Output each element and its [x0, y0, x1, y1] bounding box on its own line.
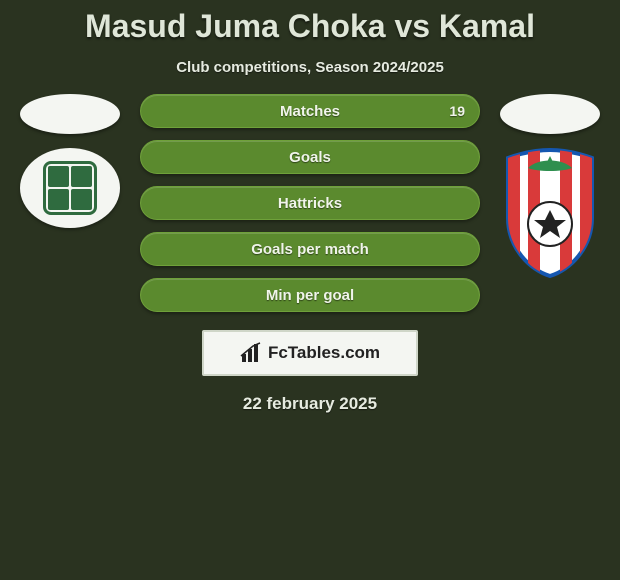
stat-row-goals: Goals	[140, 140, 480, 174]
comparison-layout: Matches 19 Goals Hattricks Goals per mat…	[0, 94, 620, 312]
stat-label: Min per goal	[141, 287, 479, 304]
player-left-avatar	[20, 94, 120, 134]
stat-row-goals-per-match: Goals per match	[140, 232, 480, 266]
player-right-avatar	[500, 94, 600, 134]
club-right-logo	[500, 148, 600, 278]
crest-icon	[43, 161, 97, 215]
stat-label: Hattricks	[141, 195, 479, 212]
brand-text: FcTables.com	[268, 343, 380, 363]
shield-icon	[500, 148, 600, 278]
subtitle: Club competitions, Season 2024/2025	[0, 59, 620, 76]
stat-row-min-per-goal: Min per goal	[140, 278, 480, 312]
stat-right-value: 19	[449, 103, 465, 119]
stat-label: Goals per match	[141, 241, 479, 258]
player-right-column	[490, 94, 610, 278]
player-left-column	[10, 94, 130, 228]
stat-label: Matches	[141, 103, 479, 120]
stat-row-hattricks: Hattricks	[140, 186, 480, 220]
bar-chart-icon	[240, 342, 262, 364]
club-left-logo	[20, 148, 120, 228]
page-title: Masud Juma Choka vs Kamal	[0, 0, 620, 45]
stat-label: Goals	[141, 149, 479, 166]
stat-row-matches: Matches 19	[140, 94, 480, 128]
date-line: 22 february 2025	[0, 394, 620, 414]
stats-column: Matches 19 Goals Hattricks Goals per mat…	[140, 94, 480, 312]
brand-badge: FcTables.com	[202, 330, 418, 376]
